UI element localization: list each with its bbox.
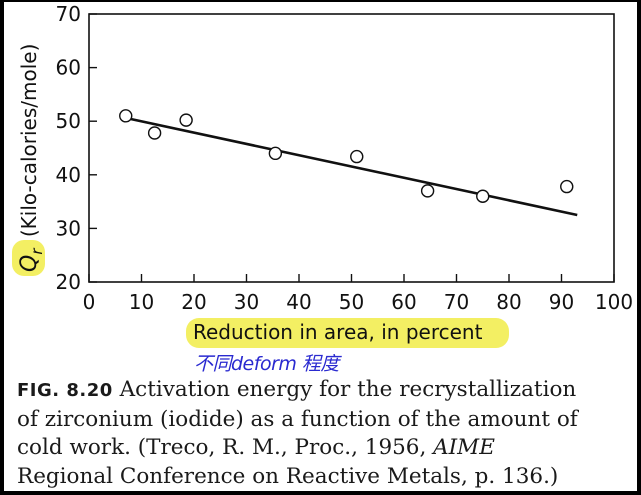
x-tick-label: 10 bbox=[129, 290, 154, 314]
x-tick-label: 100 bbox=[595, 290, 633, 314]
plot-frame bbox=[88, 13, 615, 283]
data-point bbox=[179, 113, 193, 127]
y-tick-label: 20 bbox=[56, 270, 81, 294]
x-tick-label: 40 bbox=[286, 290, 311, 314]
data-point bbox=[147, 126, 162, 140]
x-tick-label: 90 bbox=[549, 290, 574, 314]
data-point bbox=[560, 179, 574, 194]
y-tick-label: 50 bbox=[56, 109, 81, 133]
data-point bbox=[476, 189, 490, 203]
y-axis-symbol-highlight bbox=[12, 240, 45, 276]
figure-label: FIG. 8.20 bbox=[17, 380, 113, 401]
caption-line-2: of zirconium (iodide) as a function of t… bbox=[17, 406, 578, 432]
trend-line bbox=[128, 117, 578, 217]
data-point bbox=[420, 184, 435, 198]
caption-line-3-italic: AIME bbox=[433, 435, 495, 460]
figure-frame: 20 30 40 50 60 70 0 10 20 30 40 50 60 70 80 90 100 Reduct… bbox=[4, 2, 637, 491]
caption-line-1: FIG. 8.20 Activation energy for the recr… bbox=[17, 376, 641, 406]
caption-line-3-text: cold work. (Treco, R. M., Proc., 1956, bbox=[17, 435, 434, 460]
data-point bbox=[119, 109, 133, 123]
figure-caption: FIG. 8.20 Activation energy for the recr… bbox=[17, 376, 641, 491]
data-point bbox=[268, 146, 283, 161]
caption-line-4: Regional Conference on Reactive Metals, … bbox=[17, 463, 559, 489]
x-axis-label: Reduction in area, in percent bbox=[193, 320, 483, 344]
caption-line-3: cold work. (Treco, R. M., Proc., 1956, A… bbox=[17, 434, 641, 463]
x-tick-label: 60 bbox=[391, 290, 416, 314]
y-axis-label-symbol: Q bbox=[17, 255, 42, 272]
x-tick-label: 50 bbox=[339, 290, 364, 314]
caption-line-1-text: Activation energy for the recrystallizat… bbox=[112, 377, 577, 402]
y-tick-label: 30 bbox=[56, 216, 81, 240]
y-tick-label: 40 bbox=[56, 163, 81, 187]
y-axis-label-subscript: r bbox=[28, 248, 46, 255]
x-tick-label: 80 bbox=[496, 290, 521, 314]
y-tick-label: 70 bbox=[56, 2, 81, 26]
x-tick-label: 20 bbox=[181, 290, 206, 314]
y-axis-label: Qr (Kilo-calories/mole) bbox=[17, 44, 46, 272]
data-point bbox=[350, 149, 364, 164]
handwritten-note: 不同deform 程度 bbox=[194, 353, 342, 375]
x-axis-label-highlight bbox=[186, 318, 509, 348]
x-tick-label: 70 bbox=[444, 290, 469, 314]
chart: 20 30 40 50 60 70 0 10 20 30 40 50 60 70 80 90 100 Reduct… bbox=[12, 2, 633, 375]
x-tick-label: 0 bbox=[83, 290, 96, 314]
x-tick-label: 30 bbox=[234, 290, 259, 314]
y-tick-label: 60 bbox=[56, 56, 81, 80]
y-axis-label-text: (Kilo-calories/mole) bbox=[17, 44, 41, 244]
